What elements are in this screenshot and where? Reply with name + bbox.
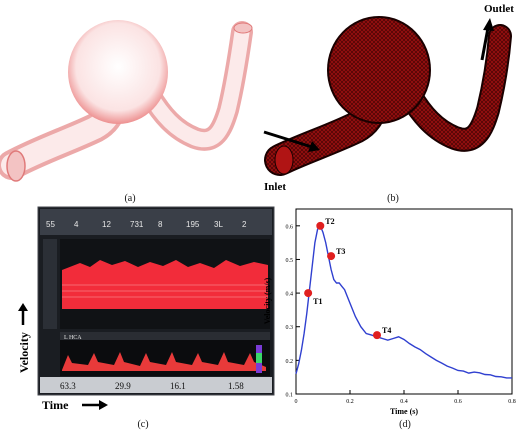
x-tick-label: 0.8 [508, 399, 516, 405]
marker-t4 [373, 331, 381, 340]
caption-a: (a) [124, 193, 136, 204]
marker-t2 [316, 221, 325, 230]
y-axis-label: Velocity (m/s) [263, 277, 272, 324]
panel-c: 55 4 12 731 8 195 3L 2 L HCA 63.3 29.9 16.1 1.5… [0, 205, 280, 434]
header-value: 195 [186, 220, 200, 229]
marker-t1 [304, 289, 313, 298]
x-tick-label: 0.6 [454, 399, 462, 405]
panel-d: 0.1 0.2 0.3 0.4 0.5 0.6 0 0.2 0.4 0.6 0.8 T1 T2 T3 T… [258, 205, 520, 434]
header-value: 55 [46, 220, 55, 229]
header-value: 4 [74, 220, 79, 229]
outlet-arrow-icon [480, 18, 494, 61]
marker-label-t2: T2 [325, 217, 334, 226]
y-tick-label: 0.5 [286, 258, 294, 264]
outlet-label: Outlet [484, 3, 514, 15]
x-tick-label: 0 [295, 399, 298, 405]
aneurysm-geometry-translucent [0, 20, 253, 182]
readout-1: 63.3 [60, 381, 76, 391]
doppler-ultrasound-image: 55 4 12 731 8 195 3L 2 L HCA 63.3 29.9 16.1 1.5… [17, 206, 275, 412]
readout-4: 1.58 [228, 381, 244, 391]
velocity-label: Velocity [17, 332, 31, 373]
marker-label-t4: T4 [382, 326, 391, 335]
ultrasound-header: 55 4 12 731 8 195 3L 2 [46, 220, 247, 229]
velocity-arrow-icon [18, 303, 28, 325]
y-tick-label: 0.4 [286, 292, 294, 298]
plot-frame [295, 208, 513, 395]
x-tick-label: 0.4 [400, 399, 408, 405]
inlet-arrow-icon [263, 130, 320, 152]
panel-a: (a) [0, 0, 260, 204]
time-label: Time [42, 398, 69, 412]
velocity-series-line [295, 224, 512, 379]
y-tick-label: 0.2 [286, 359, 294, 365]
header-value: 731 [130, 220, 144, 229]
inlet-label: Inlet [264, 181, 286, 193]
x-axis-label: Time (s) [390, 407, 418, 416]
y-tick-label: 0.3 [286, 325, 294, 331]
y-tick-label: 0.6 [286, 224, 294, 230]
velocity-waveform-chart: 0.1 0.2 0.3 0.4 0.5 0.6 0 0.2 0.4 0.6 0.8 T1 T2 T3 T… [263, 208, 516, 416]
y-tick-label: 0.1 [286, 393, 294, 399]
header-value: 12 [102, 220, 111, 229]
aneurysm-mesh-geometry: Inlet Outlet [263, 3, 514, 193]
caption-d: (d) [399, 419, 411, 430]
panel-b: Inlet Outlet (b) [260, 0, 520, 205]
time-arrow-icon [82, 400, 108, 410]
caption-c: (c) [137, 419, 149, 430]
caption-b: (b) [387, 193, 399, 204]
readout-2: 29.9 [115, 381, 131, 391]
marker-label-t1: T1 [313, 297, 322, 306]
marker-t3 [327, 252, 336, 261]
header-value: 3L [214, 220, 223, 229]
readout-3: 16.1 [170, 381, 186, 391]
vessel-tag: L HCA [64, 335, 82, 341]
marker-label-t3: T3 [336, 247, 345, 256]
x-tick-label: 0.2 [346, 399, 354, 405]
header-value: 8 [158, 220, 163, 229]
header-value: 2 [242, 220, 247, 229]
